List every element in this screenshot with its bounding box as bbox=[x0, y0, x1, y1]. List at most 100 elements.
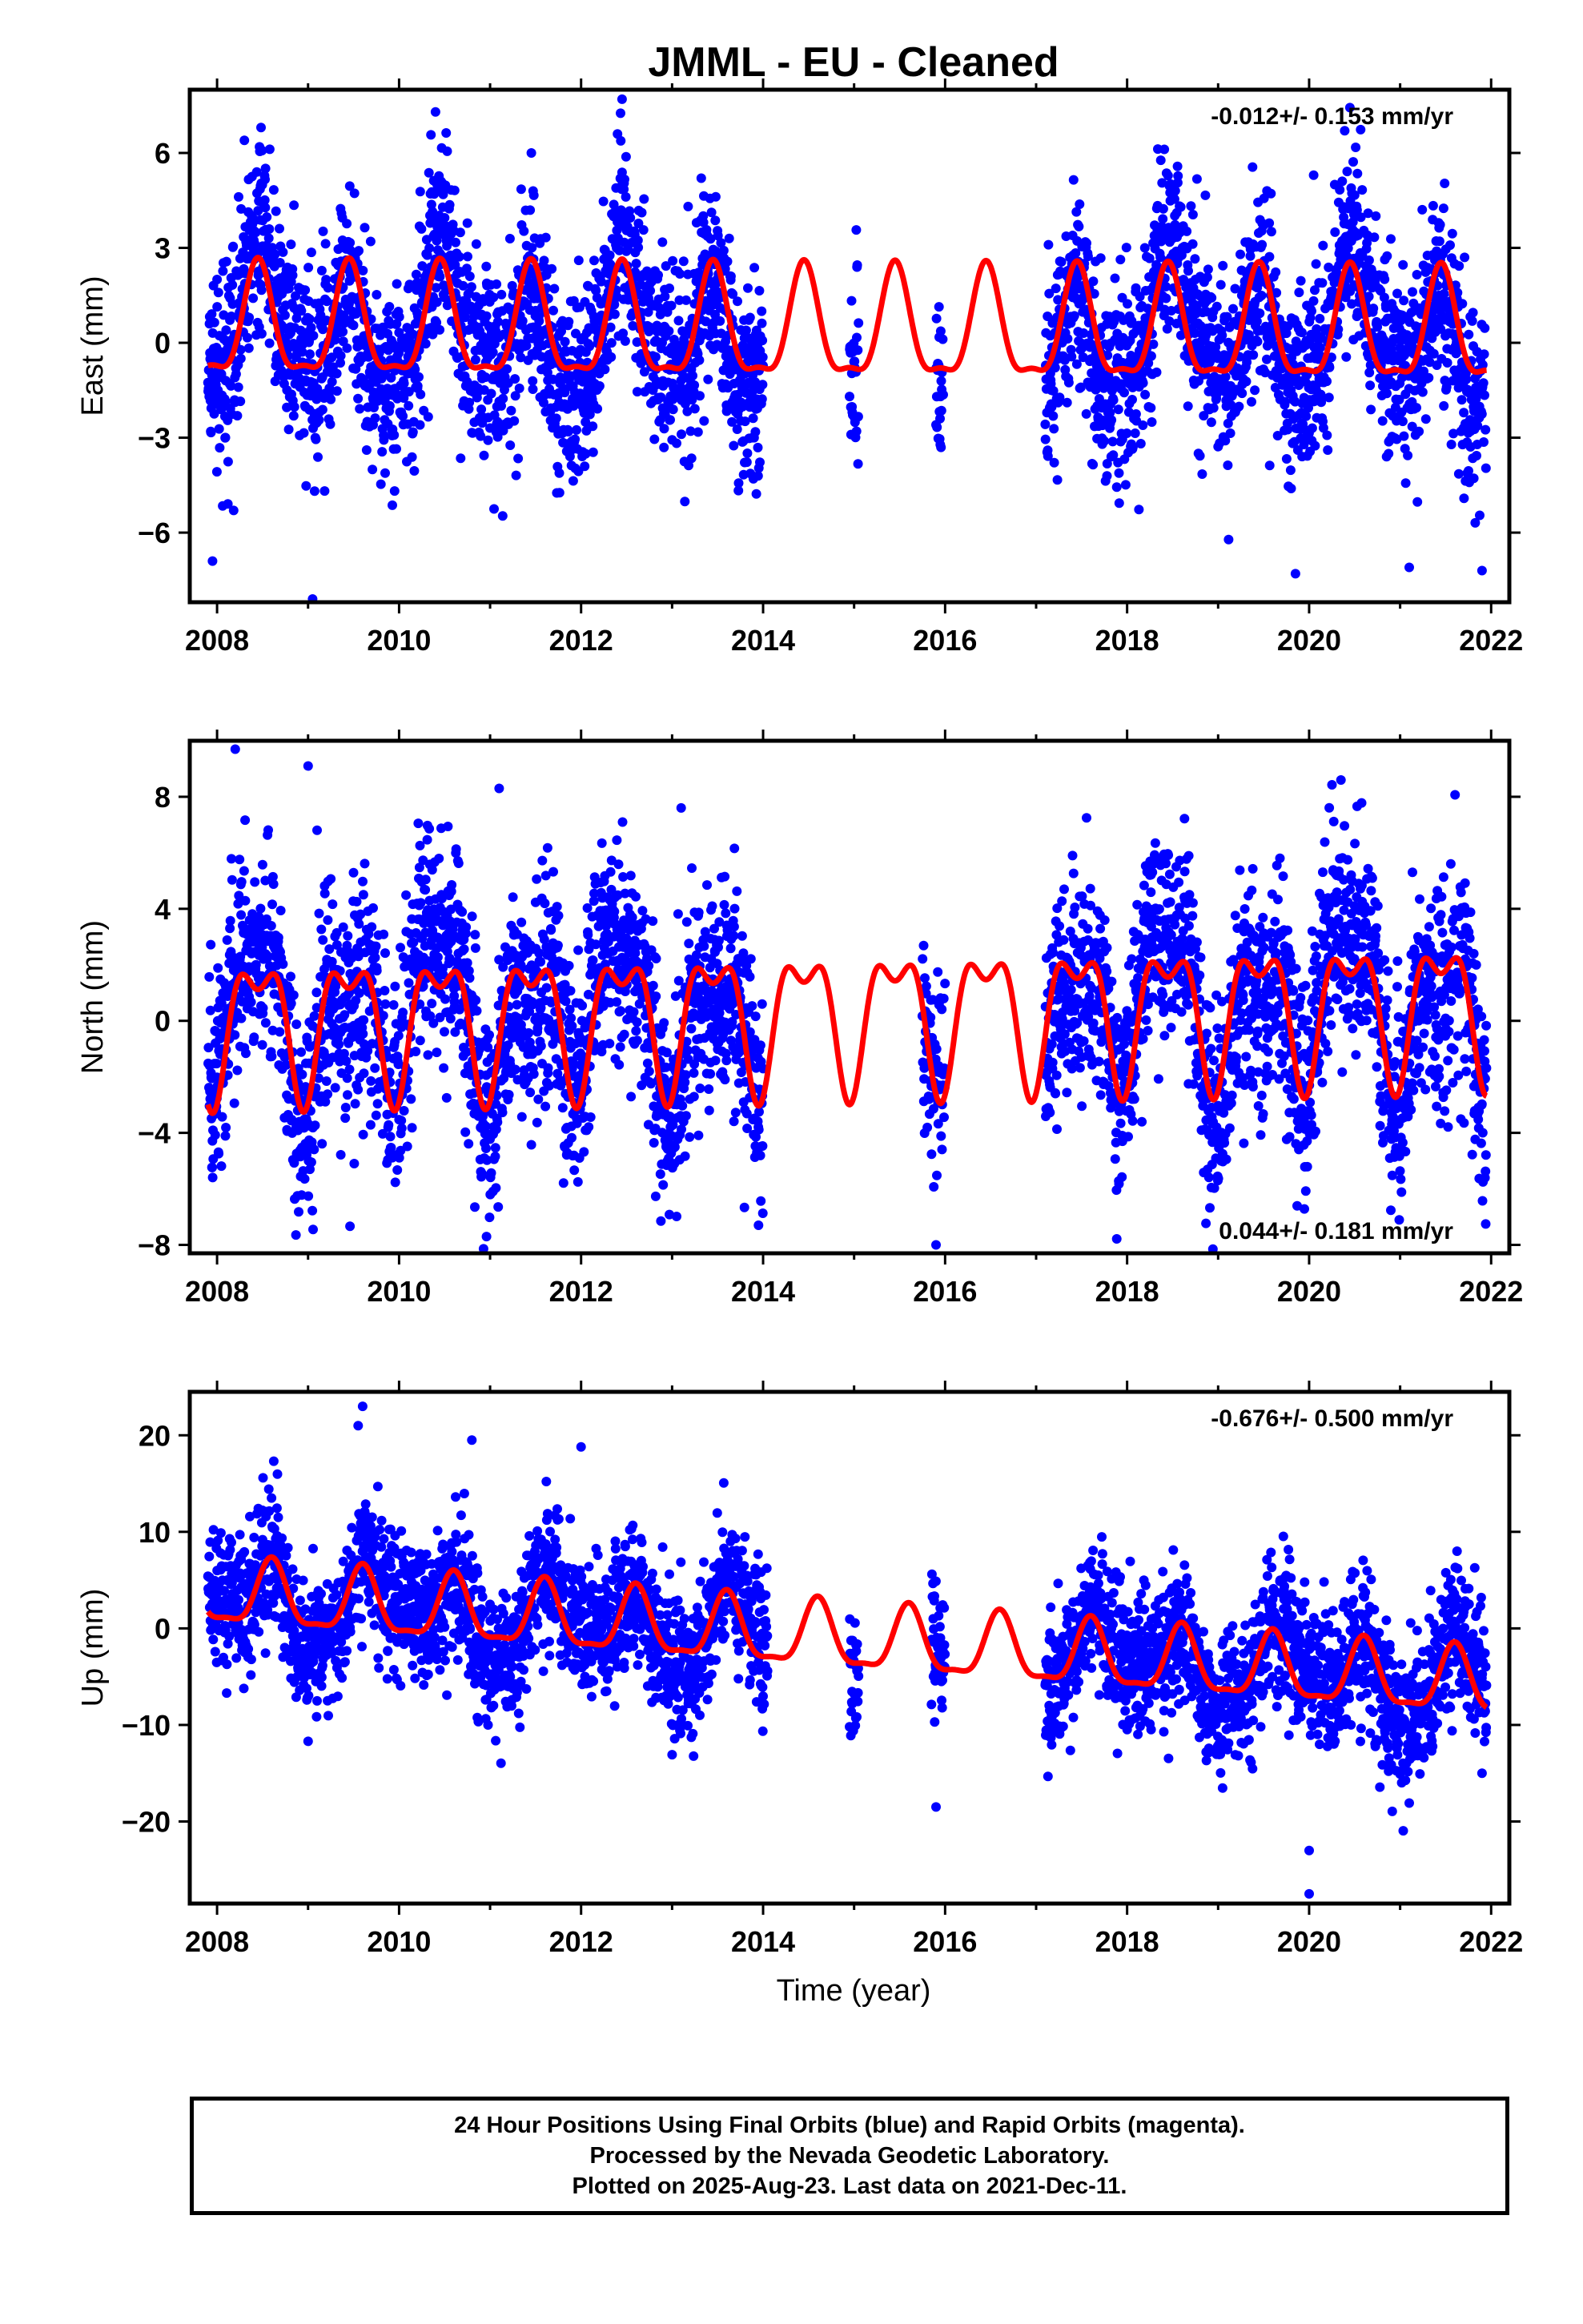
data-point bbox=[1140, 389, 1151, 400]
data-point bbox=[497, 1108, 508, 1118]
data-point bbox=[1105, 408, 1115, 418]
data-point bbox=[631, 259, 641, 269]
data-point bbox=[1264, 218, 1275, 228]
data-point bbox=[715, 316, 725, 326]
data-point bbox=[220, 432, 231, 443]
data-point bbox=[1464, 329, 1474, 340]
data-point bbox=[540, 232, 551, 243]
data-point bbox=[1403, 450, 1413, 460]
data-point bbox=[323, 1089, 333, 1100]
data-point bbox=[1043, 451, 1053, 461]
data-point bbox=[338, 922, 348, 932]
data-point bbox=[243, 343, 254, 353]
data-point bbox=[1163, 171, 1173, 181]
data-point bbox=[1271, 267, 1281, 277]
data-point bbox=[259, 195, 270, 205]
data-point bbox=[492, 316, 503, 327]
data-point bbox=[564, 316, 574, 327]
data-point bbox=[1266, 188, 1276, 199]
data-point bbox=[361, 445, 372, 455]
data-point bbox=[938, 334, 948, 344]
data-point bbox=[645, 286, 656, 296]
data-point bbox=[207, 1162, 217, 1172]
data-point bbox=[297, 1069, 307, 1080]
data-point bbox=[1211, 301, 1222, 312]
data-point bbox=[594, 381, 605, 391]
data-point bbox=[722, 256, 733, 267]
data-point bbox=[306, 323, 316, 332]
data-point bbox=[733, 485, 744, 496]
data-point bbox=[399, 1106, 409, 1116]
data-point bbox=[659, 424, 669, 434]
data-point bbox=[349, 188, 360, 199]
data-point bbox=[232, 411, 243, 421]
data-point bbox=[471, 239, 481, 249]
data-point bbox=[313, 452, 323, 462]
data-point bbox=[1335, 185, 1345, 195]
data-point bbox=[300, 285, 311, 296]
data-point bbox=[1158, 203, 1168, 214]
data-point bbox=[1161, 281, 1171, 292]
data-point bbox=[348, 320, 359, 331]
data-point bbox=[1380, 274, 1390, 284]
data-point bbox=[683, 201, 693, 211]
data-point bbox=[1127, 395, 1137, 404]
data-point bbox=[699, 416, 709, 426]
data-point bbox=[477, 1168, 487, 1179]
data-point bbox=[412, 381, 423, 391]
data-point bbox=[846, 296, 857, 306]
data-point bbox=[319, 888, 330, 899]
data-point bbox=[560, 996, 571, 1007]
data-point bbox=[1147, 417, 1157, 427]
data-point bbox=[1172, 161, 1183, 171]
data-point bbox=[1480, 323, 1490, 333]
data-point bbox=[420, 875, 431, 885]
data-point bbox=[680, 497, 690, 507]
data-point bbox=[526, 1140, 536, 1150]
data-point bbox=[694, 355, 705, 365]
data-point bbox=[209, 317, 219, 328]
data-point bbox=[409, 466, 420, 476]
data-point bbox=[504, 1090, 514, 1100]
data-point bbox=[749, 263, 760, 273]
data-point bbox=[372, 290, 382, 300]
data-point bbox=[1257, 239, 1268, 250]
data-point bbox=[639, 367, 649, 377]
data-point bbox=[537, 855, 548, 866]
data-point bbox=[228, 241, 239, 251]
data-point bbox=[242, 332, 252, 343]
data-point bbox=[317, 1139, 327, 1149]
data-point bbox=[438, 189, 448, 199]
data-point bbox=[1134, 505, 1144, 515]
data-point bbox=[685, 426, 696, 436]
data-point bbox=[398, 1007, 408, 1018]
data-point bbox=[1252, 336, 1263, 347]
data-point bbox=[445, 1014, 456, 1023]
data-point bbox=[748, 413, 758, 424]
data-point bbox=[542, 842, 552, 853]
data-point bbox=[484, 1030, 494, 1040]
data-point bbox=[1127, 316, 1137, 326]
data-point bbox=[342, 343, 352, 353]
data-point bbox=[628, 320, 638, 331]
data-point bbox=[335, 351, 346, 361]
data-point bbox=[558, 1178, 569, 1188]
data-point bbox=[214, 1148, 224, 1159]
data-point bbox=[502, 364, 512, 374]
data-point bbox=[424, 243, 435, 253]
data-point bbox=[757, 306, 767, 316]
data-point bbox=[1420, 414, 1431, 424]
data-point bbox=[1102, 459, 1112, 468]
data-point bbox=[340, 1113, 351, 1124]
data-point bbox=[552, 940, 563, 951]
data-point bbox=[1318, 240, 1328, 251]
data-point bbox=[757, 380, 768, 390]
data-point bbox=[234, 191, 243, 202]
data-point bbox=[424, 823, 435, 834]
data-point bbox=[227, 279, 238, 290]
data-point bbox=[420, 885, 431, 895]
data-point bbox=[415, 1035, 425, 1046]
data-point bbox=[416, 389, 426, 400]
data-point bbox=[1120, 480, 1131, 490]
data-point bbox=[1138, 378, 1148, 388]
